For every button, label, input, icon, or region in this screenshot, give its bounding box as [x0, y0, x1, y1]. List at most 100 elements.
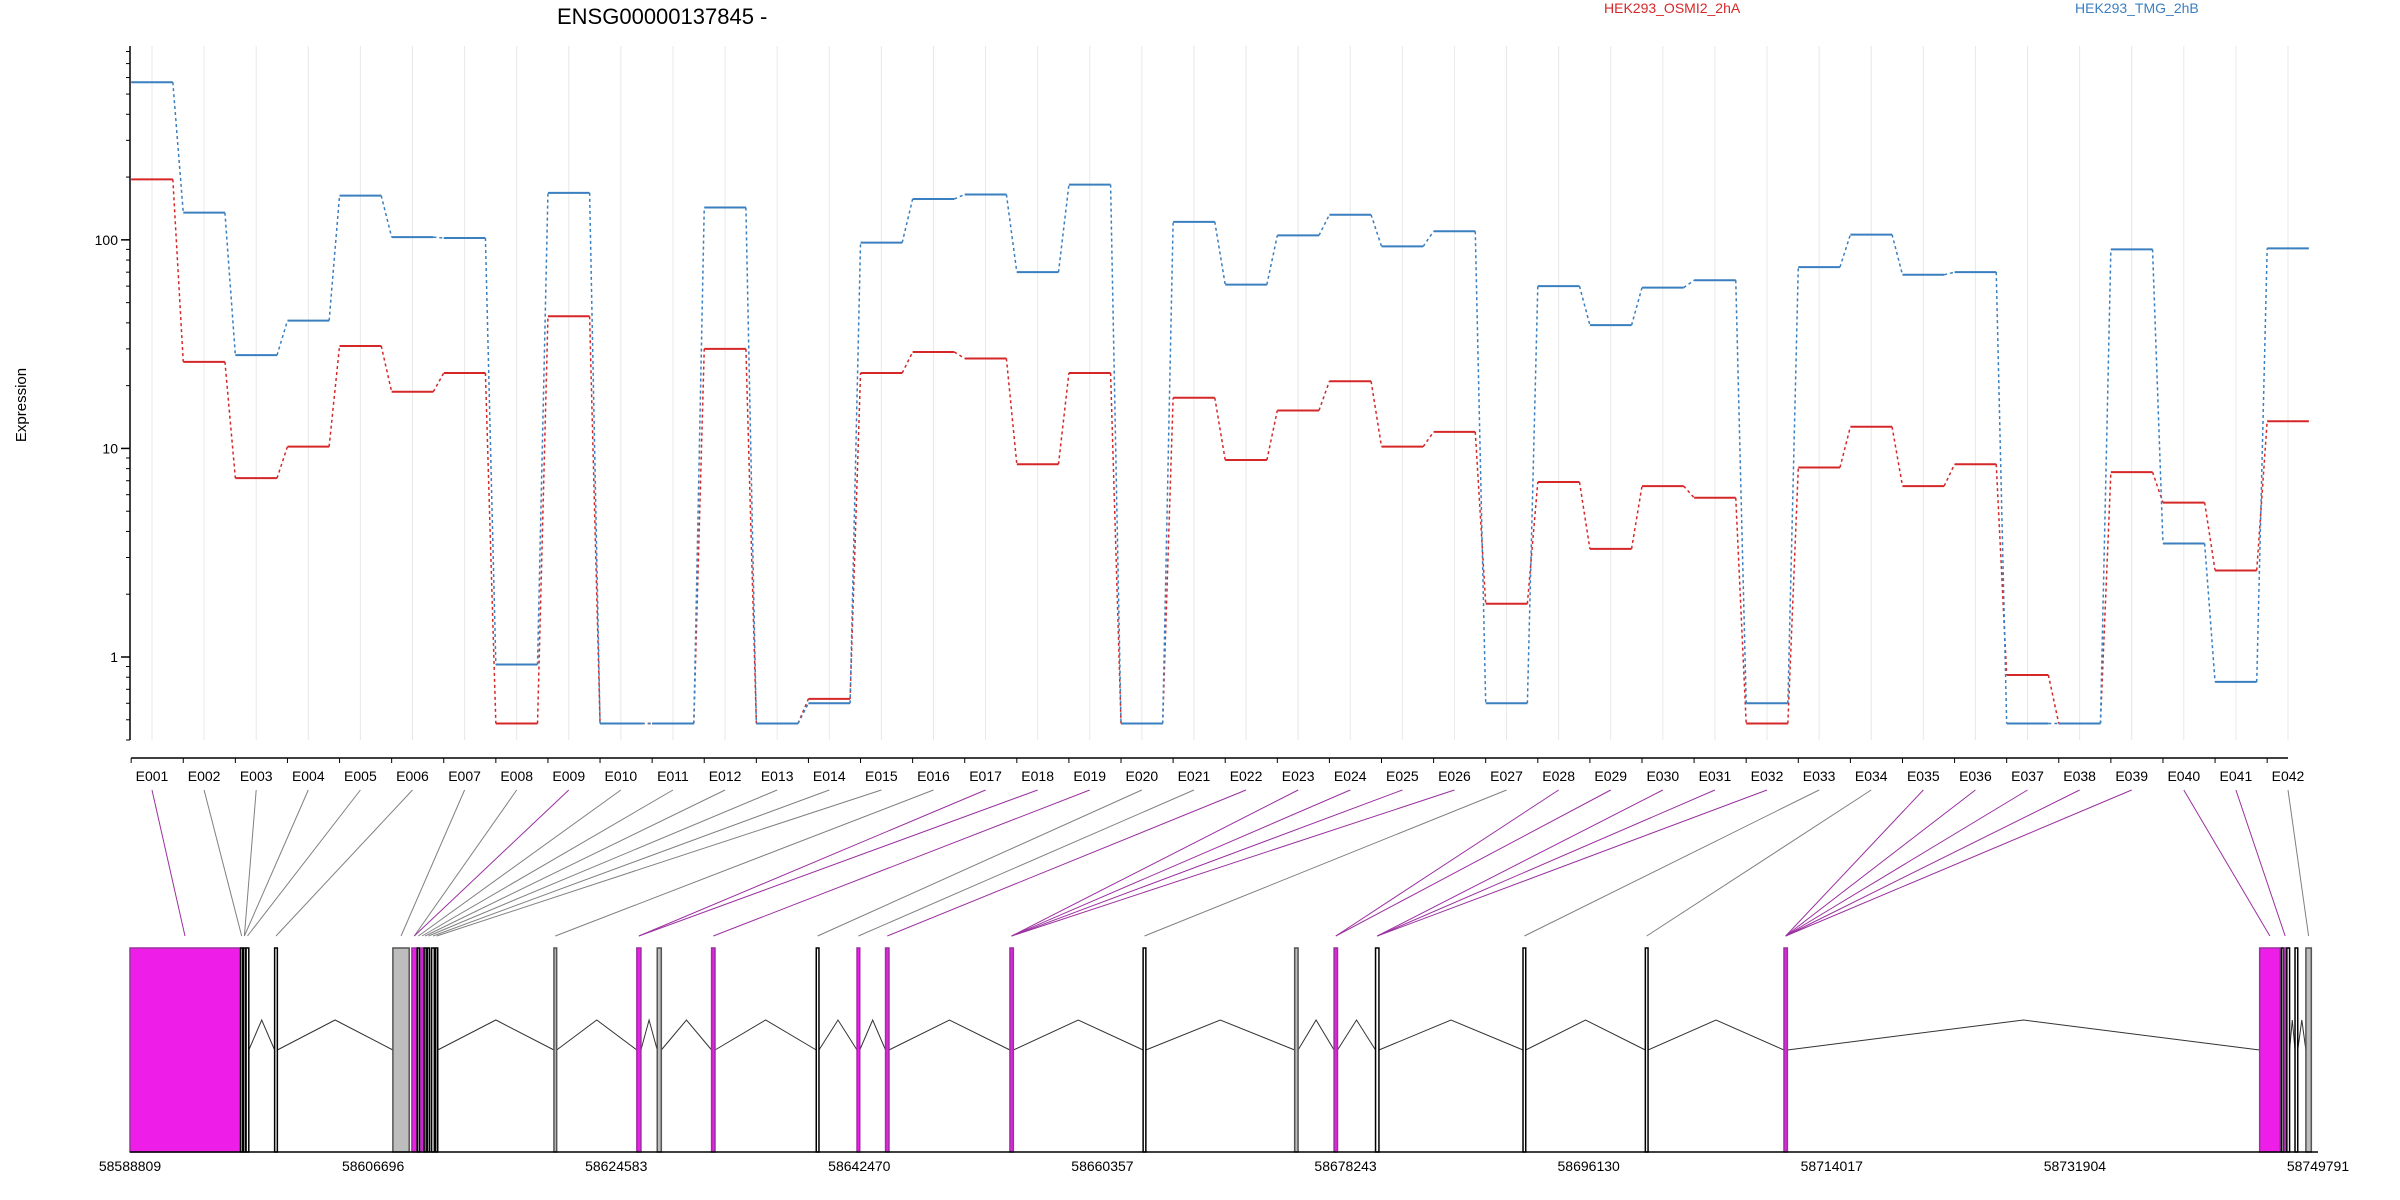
x-tick-label: E015: [865, 768, 898, 784]
exon-connectors: [151, 789, 2310, 937]
series-connector: [2099, 249, 2112, 724]
intron: [437, 1019, 555, 1051]
exon-connector: [858, 789, 1195, 937]
intron: [1013, 1019, 1144, 1051]
exon-box: [636, 947, 642, 1153]
y-tick-label: 100: [95, 232, 119, 248]
exon-connector: [1524, 789, 1820, 937]
series-connector: [1318, 380, 1331, 411]
exon-connector: [432, 789, 830, 937]
series-connector: [1839, 426, 1852, 468]
genome-coordinate-label: 58624583: [585, 1158, 648, 1174]
exon-box: [411, 947, 418, 1153]
x-tick-label: E031: [1699, 768, 1732, 784]
series-connector: [276, 446, 289, 479]
x-tick-label: E018: [1021, 768, 1054, 784]
intron: [714, 1019, 817, 1051]
exon-connector: [1377, 789, 1664, 937]
exon-box: [1783, 947, 1789, 1153]
x-tick-label: E023: [1282, 768, 1315, 784]
series-connector: [2151, 249, 2164, 544]
exon-box: [884, 947, 890, 1153]
exon-box: [553, 947, 558, 1153]
series-connector: [588, 316, 601, 724]
exon-box: [2258, 947, 2281, 1153]
exon-connector: [1377, 789, 1768, 937]
intron: [1337, 1019, 1376, 1051]
exon-connector: [1011, 789, 1403, 937]
exon-connector: [1377, 789, 1716, 937]
exon-connector: [1011, 789, 1351, 937]
exon-box: [2294, 947, 2299, 1153]
exon-box: [2286, 947, 2291, 1153]
exon-connector: [424, 789, 726, 937]
exon-box: [129, 947, 241, 1153]
exon-box: [426, 947, 431, 1153]
x-tick-label: E037: [2011, 768, 2044, 784]
exon-box: [239, 947, 244, 1153]
x-tick-label: E042: [2272, 768, 2305, 784]
series-connector: [1214, 221, 1226, 285]
x-tick-label: E029: [1594, 768, 1627, 784]
x-tick-label: E033: [1803, 768, 1836, 784]
exon-box: [434, 947, 439, 1153]
exon-box: [416, 947, 421, 1153]
x-tick-label: E030: [1646, 768, 1679, 784]
x-tick-label: E014: [813, 768, 846, 784]
y-tick-label: 10: [102, 440, 118, 456]
x-tick-label: E019: [1073, 768, 1106, 784]
exon-connector: [887, 789, 1247, 937]
x-tick-label: E025: [1386, 768, 1419, 784]
exon-box: [1333, 947, 1339, 1153]
exon-box: [2305, 947, 2313, 1153]
intron: [277, 1019, 394, 1051]
series-connector: [1161, 221, 1174, 724]
exon-connector: [2235, 789, 2286, 937]
genome-coordinate-label: 58660357: [1071, 1158, 1134, 1174]
exon-box: [2283, 947, 2287, 1153]
series-2: [131, 81, 2309, 725]
exon-connector: [1785, 789, 2132, 937]
exon-connector: [243, 789, 309, 937]
series-connector: [1422, 230, 1435, 247]
exon-box: [423, 947, 427, 1153]
exon-connector: [400, 789, 466, 937]
intron: [1297, 1019, 1335, 1051]
exon-connector: [638, 789, 1038, 937]
exon-connector: [413, 789, 518, 937]
exon-connector: [421, 789, 674, 937]
x-tick-label: E022: [1230, 768, 1263, 784]
exon-box: [1644, 947, 1649, 1153]
exon-box: [1374, 947, 1380, 1153]
series-connector: [380, 195, 393, 238]
x-tick-label: E009: [552, 768, 585, 784]
series-connector: [1005, 194, 1018, 273]
exon-connector: [817, 789, 1143, 937]
series-connector: [224, 212, 237, 356]
series-connector: [1214, 397, 1226, 461]
legend-series-1: HEK293_OSMI2_2hA: [1604, 0, 1741, 16]
x-tick-label: E027: [1490, 768, 1523, 784]
series-connector: [1109, 184, 1122, 724]
exon-connector: [1144, 789, 1507, 937]
exon-connector: [555, 789, 934, 937]
intron: [1787, 1019, 2260, 1051]
series-connector: [1266, 235, 1279, 285]
exon-box: [856, 947, 861, 1153]
series-connector: [1578, 481, 1591, 549]
series-connector: [1943, 271, 1955, 276]
x-tick-label: E028: [1542, 768, 1575, 784]
exon-connector: [436, 789, 882, 937]
exon-box: [2280, 947, 2285, 1153]
x-tick-label: E034: [1855, 768, 1888, 784]
intron: [248, 1018, 276, 1051]
exon-connector: [1785, 789, 1976, 937]
intron: [1647, 1019, 1785, 1051]
series-connector: [433, 236, 444, 239]
series-connector: [1422, 431, 1435, 448]
exon-connector: [2287, 789, 2310, 937]
series-connector: [1839, 234, 1852, 268]
intron: [556, 1019, 638, 1051]
series-connector: [1526, 481, 1539, 604]
exon-box: [419, 947, 425, 1153]
